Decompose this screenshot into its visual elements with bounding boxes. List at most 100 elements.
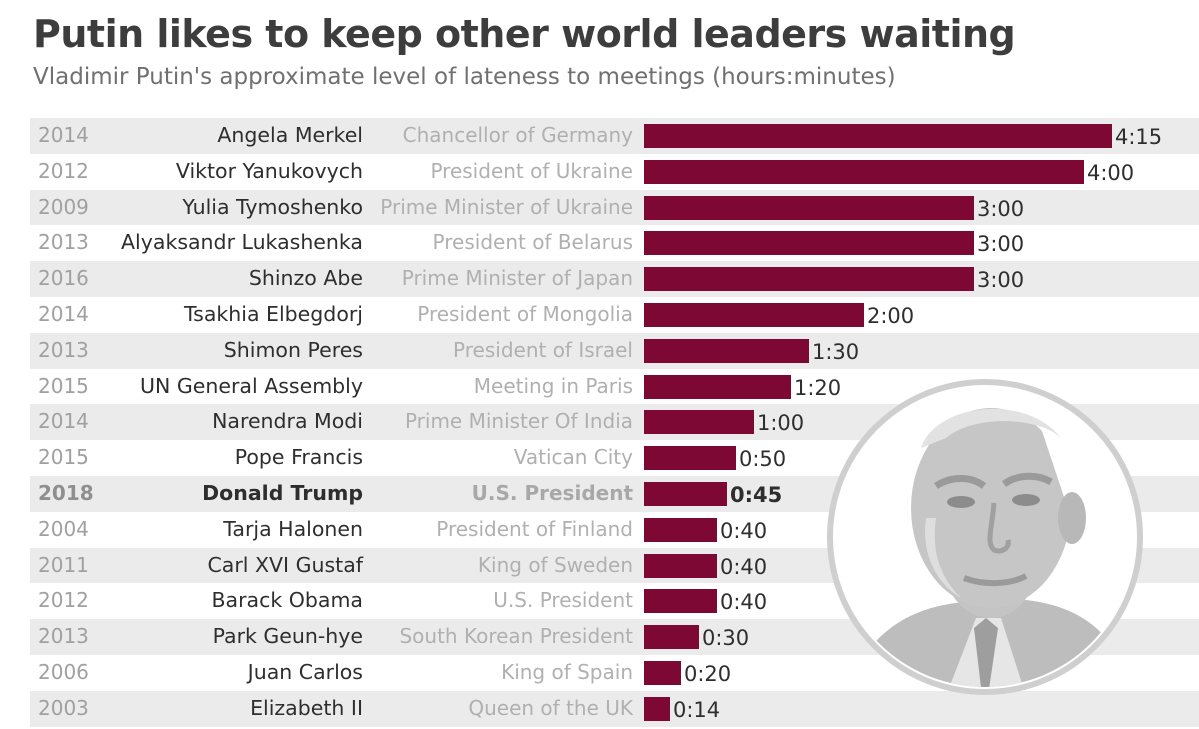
row-leader-name: Barack Obama [211, 588, 363, 613]
row-leader-name: Park Geun-hye [212, 624, 363, 649]
bar [644, 661, 681, 685]
table-row: 2015 Pope Francis Vatican City 0:50 [30, 440, 1199, 476]
bar-value-label: 4:00 [1087, 160, 1135, 185]
row-leader-name: Donald Trump [202, 481, 363, 505]
table-row: 2013 Shimon Peres President of Israel 1:30 [30, 332, 1199, 369]
row-leader-name: UN General Assembly [140, 373, 363, 398]
row-leader-role: President of Ukraine [430, 158, 633, 183]
row-year: 2011 [38, 552, 89, 577]
bar [644, 303, 864, 327]
bar-value-label: 0:45 [730, 483, 783, 507]
row-leader-role: President of Mongolia [417, 302, 633, 326]
bar [644, 195, 974, 220]
bar [644, 231, 974, 256]
table-row: 2013 Alyaksandr Lukashenka President of Be… [30, 225, 1199, 261]
bar-value-label: 0:30 [702, 626, 750, 651]
bar-value-label: 3:00 [977, 268, 1025, 293]
bar-value-label: 3:00 [977, 232, 1025, 257]
row-leader-role: U.S. President [493, 588, 633, 613]
row-leader-name: Tarja Halonen [223, 516, 363, 541]
row-leader-name: Yulia Tymoshenko [182, 194, 363, 219]
bar-value-label: 4:15 [1115, 125, 1163, 149]
table-row: 2009 Yulia Tymoshenko Prime Minister of Uk… [30, 189, 1199, 226]
row-year: 2016 [38, 266, 89, 291]
bar-value-label: 0:50 [739, 447, 787, 472]
table-row: 2012 Barack Obama U.S. President 0:40 [30, 583, 1199, 619]
row-year: 2009 [38, 194, 89, 219]
row-leader-role: Chancellor of Germany [402, 123, 633, 147]
row-leader-name: Pope Francis [234, 445, 363, 470]
row-leader-role: President of Belarus [432, 230, 633, 255]
bar-value-label: 3:00 [977, 196, 1025, 221]
row-leader-role: Prime Minister Of India [404, 409, 633, 434]
bar [644, 446, 736, 471]
row-year: 2012 [38, 588, 89, 613]
row-leader-role: King of Spain [501, 660, 633, 684]
table-row: 2006 Juan Carlos King of Spain 0:20 [30, 655, 1199, 691]
bar [644, 589, 717, 614]
table-row: 2004 Tarja Halonen President of Finland 0:4… [30, 512, 1199, 548]
row-year: 2013 [38, 337, 89, 362]
bar [644, 124, 1112, 148]
table-row: 2011 Carl XVI Gustaf King of Sweden 0:40 [30, 547, 1199, 584]
table-row: 2014 Tsakhia Elbegdorj President of Mongol… [30, 297, 1199, 333]
row-year: 2004 [38, 516, 89, 541]
row-leader-name: Elizabeth II [250, 695, 363, 720]
row-leader-role: President of Finland [436, 516, 633, 541]
row-leader-name: Juan Carlos [247, 660, 363, 684]
row-year: 2006 [38, 660, 89, 684]
row-year: 2014 [38, 123, 89, 147]
bar-value-label: 2:00 [867, 304, 915, 328]
row-leader-name: Viktor Yanukovych [175, 158, 363, 183]
bar-value-label: 0:20 [684, 662, 732, 686]
row-leader-name: Carl XVI Gustaf [207, 552, 363, 577]
row-leader-role: Vatican City [513, 445, 633, 470]
chart-title: Putin likes to keep other world leaders … [33, 12, 1016, 56]
row-leader-role: U.S. President [471, 481, 633, 505]
row-leader-name: Tsakhia Elbegdorj [184, 302, 363, 326]
bar [644, 267, 974, 292]
row-year: 2003 [38, 695, 89, 720]
bar [644, 625, 699, 650]
putin-portrait-icon [827, 379, 1143, 695]
row-year: 2015 [38, 373, 89, 398]
row-year: 2015 [38, 445, 89, 470]
bar-value-label: 0:14 [673, 697, 721, 722]
row-year: 2014 [38, 302, 89, 326]
row-leader-name: Angela Merkel [217, 123, 363, 147]
table-row: 2014 Angela Merkel Chancellor of Germany 4:… [30, 118, 1199, 154]
row-leader-name: Alyaksandr Lukashenka [121, 230, 363, 255]
bar [644, 553, 717, 578]
row-leader-role: South Korean President [399, 624, 633, 649]
bar-value-label: 1:00 [757, 411, 805, 436]
bar [644, 338, 809, 363]
row-year: 2012 [38, 158, 89, 183]
bar-value-label: 0:40 [720, 590, 768, 615]
row-leader-name: Shinzo Abe [248, 266, 363, 291]
row-leader-name: Shimon Peres [223, 337, 363, 362]
row-leader-role: President of Israel [453, 337, 633, 362]
row-leader-role: Prime Minister of Japan [401, 266, 633, 291]
row-year: 2018 [38, 481, 94, 505]
table-row: 2012 Viktor Yanukovych President of Ukrain… [30, 154, 1199, 190]
row-year: 2013 [38, 624, 89, 649]
row-leader-role: Queen of the UK [468, 695, 633, 720]
row-leader-role: Prime Minister of Ukraine [380, 194, 633, 219]
table-row: 2014 Narendra Modi Prime Minister Of India… [30, 404, 1199, 441]
row-year: 2014 [38, 409, 89, 434]
bar [644, 159, 1084, 184]
bar-value-label: 1:20 [794, 375, 842, 400]
row-leader-role: Meeting in Paris [473, 373, 633, 398]
bar-value-label: 1:30 [812, 339, 860, 364]
bar-value-label: 0:40 [720, 518, 768, 543]
row-leader-role: King of Sweden [477, 552, 633, 577]
table-row: 2016 Shinzo Abe Prime Minister of Japan 3:0… [30, 261, 1199, 297]
bar [644, 696, 670, 721]
bar [644, 482, 727, 506]
table-row: 2015 UN General Assembly Meeting in Paris 1… [30, 369, 1199, 405]
row-leader-name: Narendra Modi [212, 409, 363, 434]
bar [644, 410, 754, 435]
row-year: 2013 [38, 230, 89, 255]
bar [644, 374, 791, 399]
chart-subtitle: Vladimir Putin's approximate level of la… [33, 64, 896, 90]
